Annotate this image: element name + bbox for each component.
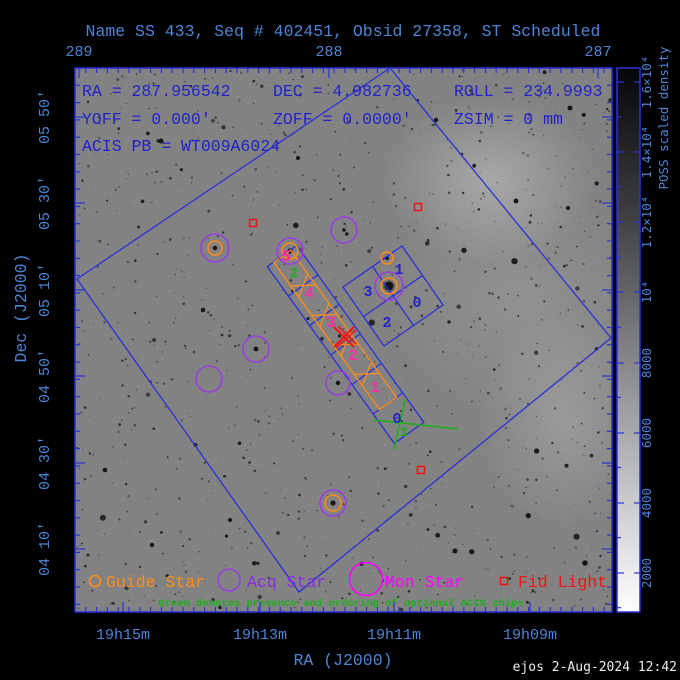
dec-tick-0530: 05 30' — [37, 176, 54, 230]
legend-acq-star-icon — [217, 568, 241, 592]
aimpoint-marker — [333, 325, 357, 349]
ra-tick-19h09m: 19h09m — [503, 627, 557, 644]
chip-order-green-top: 2 — [290, 266, 298, 282]
dec-axis-label: Dec (J2000) — [12, 254, 31, 363]
chip-order-green-bottom: 1 — [400, 425, 408, 441]
footer-user-timestamp: ejos 2-Aug-2024 12:42 — [513, 660, 677, 675]
aca-fov-square — [76, 68, 612, 593]
legend-guide-star-label: Guide Star — [106, 573, 205, 592]
info-zoff: ZOFF = 0.0000' — [273, 110, 412, 129]
cbar-tick-14000: 1.4×10⁴ — [639, 126, 654, 179]
acis-subarray — [272, 249, 398, 411]
star-field — [76, 68, 612, 612]
dec-tick-0550: 05 50' — [37, 90, 54, 144]
chip-label-s5: 5 — [281, 248, 291, 266]
chip-label-s4: 4 — [304, 285, 314, 303]
chip-label-i0: 0 — [412, 295, 421, 312]
plot-frame — [74, 67, 613, 613]
chip-label-s3: 3 — [326, 314, 336, 332]
chip-label-s1: 1 — [370, 379, 380, 397]
info-ra: RA = 287.956542 — [82, 82, 231, 101]
cbar-tick-4000: 4000 — [639, 488, 654, 518]
top-tick-288: 288 — [315, 44, 342, 61]
dec-tick-0510: 05 10' — [37, 263, 54, 317]
legend: Guide Star Acq Star Mon Star Fid Light G… — [88, 561, 607, 610]
top-tick-289: 289 — [65, 44, 92, 61]
legend-fid-light-icon — [499, 576, 509, 586]
cbar-axis-label: POSS scaled density — [656, 46, 671, 189]
acq-star-markers — [195, 216, 404, 517]
legend-fid-light-label: Fid Light — [518, 573, 607, 592]
pointing-info: RA = 287.956542 DEC = 4.982736 ROLL = 23… — [82, 82, 603, 156]
chip-label-s0: 0 — [392, 411, 401, 428]
cbar-tick-12000: 1.2×10⁴ — [639, 196, 654, 249]
dec-tick-0430: 04 30' — [37, 436, 54, 490]
cbar-tick-8000: 8000 — [639, 348, 654, 378]
dec-tick-0450: 04 50' — [37, 349, 54, 403]
guide-star-markers — [207, 240, 398, 512]
chip-label-s2: 2 — [348, 347, 358, 365]
page-title: Name SS 433, Seq # 402451, Obsid 27358, … — [86, 22, 601, 41]
info-dec: DEC = 4.982736 — [273, 82, 412, 101]
legend-acq-star-label: Acq Star — [247, 573, 326, 592]
info-zsim: ZSIM = 0 mm — [454, 110, 563, 129]
cbar-tick-2000: 2000 — [639, 558, 654, 588]
cbar-tick-6000: 6000 — [639, 418, 654, 448]
cbar-tick-16000: 1.6×10⁴ — [639, 56, 654, 109]
chip-label-i1: 1 — [394, 262, 403, 279]
chip-label-i3: 3 — [363, 284, 372, 301]
legend-mon-star-icon — [348, 561, 384, 597]
colorbar-gradient — [617, 68, 640, 612]
ra-tick-19h15m: 19h15m — [96, 627, 150, 644]
optional-chip-cross — [372, 398, 459, 451]
info-roll: ROLL = 234.9993 — [454, 82, 603, 101]
overlays: 5 4 3 2 1 0 2 1 1 3 0 2 RA = 287.956542 … — [76, 68, 612, 610]
top-tick-287: 287 — [584, 44, 611, 61]
info-yoff: YOFF = 0.000' — [82, 110, 211, 129]
legend-green-note: Green denotes presence and ordering of o… — [158, 598, 523, 610]
acis-s-array — [266, 244, 425, 445]
ra-tick-19h11m: 19h11m — [367, 627, 421, 644]
chip-label-i2: 2 — [382, 315, 391, 332]
axis-ticks — [74, 67, 612, 612]
cbar-tick-10000: 10⁴ — [639, 281, 654, 304]
legend-guide-star-icon — [88, 574, 102, 588]
legend-mon-star-label: Mon Star — [385, 573, 464, 592]
fid-light-markers — [248, 202, 426, 475]
ra-tick-19h13m: 19h13m — [233, 627, 287, 644]
info-acis-pb: ACIS PB = WT009A6024 — [82, 137, 280, 156]
ra-axis-label: RA (J2000) — [293, 651, 392, 670]
dec-tick-0410: 04 10' — [37, 522, 54, 576]
colorbar — [616, 67, 641, 613]
